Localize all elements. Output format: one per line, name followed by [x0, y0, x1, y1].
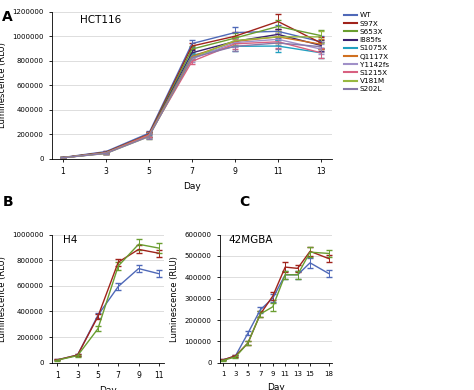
Text: H4: H4	[64, 235, 78, 245]
X-axis label: Day: Day	[183, 182, 201, 191]
Y-axis label: Luminescence (RLU): Luminescence (RLU)	[0, 43, 7, 128]
Text: B: B	[2, 195, 13, 209]
X-axis label: Day: Day	[99, 386, 117, 390]
X-axis label: Day: Day	[267, 383, 285, 390]
Y-axis label: Luminescence (RLU): Luminescence (RLU)	[170, 256, 179, 342]
Y-axis label: Luminescence (RLU): Luminescence (RLU)	[0, 256, 7, 342]
Legend: WT, S97X, S653X, I885fs, S1075X, Q1117X, Y1142fs, S1215X, V181M, S202L: WT, S97X, S653X, I885fs, S1075X, Q1117X,…	[344, 12, 389, 92]
Text: C: C	[239, 195, 250, 209]
Text: A: A	[2, 10, 13, 24]
Text: HCT116: HCT116	[80, 14, 121, 25]
Text: 42MGBA: 42MGBA	[229, 235, 273, 245]
